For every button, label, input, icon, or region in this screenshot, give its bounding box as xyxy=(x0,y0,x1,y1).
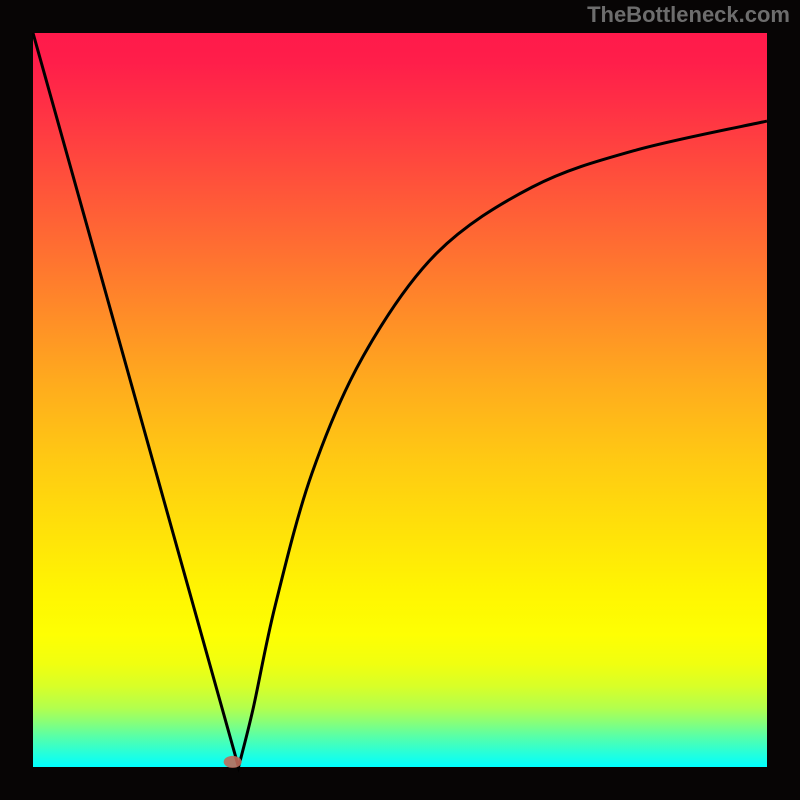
watermark-text: TheBottleneck.com xyxy=(587,2,790,28)
minimum-marker xyxy=(224,756,242,768)
bottleneck-chart xyxy=(0,0,800,800)
chart-plot-area xyxy=(33,33,767,767)
chart-svg xyxy=(0,0,800,800)
